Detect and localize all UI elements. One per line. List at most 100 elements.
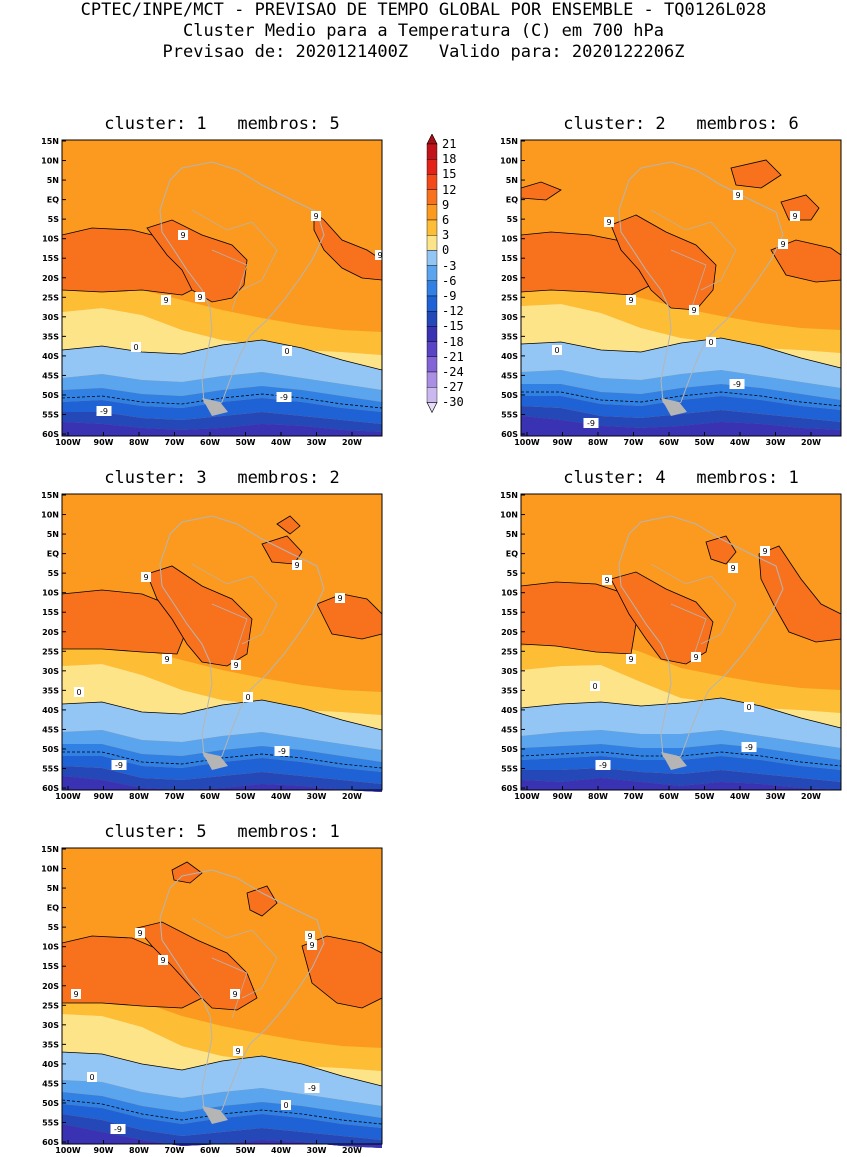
- band-3-6: [62, 641, 382, 715]
- lat-tick-label: EQ: [47, 550, 59, 559]
- band-minus15-minus12: [62, 1114, 382, 1148]
- lon-tick-label: 80W: [129, 1146, 149, 1155]
- south-america-coastline: [159, 515, 325, 765]
- contour-label: -9: [729, 379, 745, 389]
- contour-label-text: 9: [606, 218, 611, 227]
- colorbar-segment: [426, 341, 438, 358]
- contour-minus-9: [62, 751, 383, 769]
- lat-tick-label: 55S: [501, 765, 518, 774]
- contour-label: -9: [595, 760, 611, 770]
- band-minus3-0: [62, 700, 382, 750]
- contour-minus-9: [61, 393, 383, 409]
- contour-label: 9: [760, 546, 770, 556]
- contour-label: 9: [778, 239, 788, 249]
- lat-tick-label: 10N: [41, 157, 59, 166]
- contour-label: 9: [307, 940, 317, 950]
- lat-tick-label: 5N: [47, 176, 59, 185]
- contour-label: 9: [233, 1046, 243, 1056]
- lat-tick-label: 35S: [501, 686, 518, 695]
- colorbar-label: 0: [442, 243, 450, 258]
- lon-tick-label: 100W: [55, 792, 81, 801]
- band-below-minus18: [521, 778, 841, 790]
- lat-tick-label: 50S: [501, 391, 518, 400]
- lat-tick-label: 15S: [42, 608, 59, 617]
- lon-tick-label: 100W: [55, 438, 81, 447]
- lat-tick-label: 15N: [41, 491, 59, 500]
- lat-tick-label: 35S: [42, 332, 59, 341]
- contour-label: 9: [335, 593, 345, 603]
- lat-tick-label: 20S: [42, 628, 59, 637]
- lon-tick-label: 20W: [342, 438, 362, 447]
- lon-tick-label: 80W: [588, 438, 608, 447]
- cluster-2-map: 9 9 9 9 9 9 0 0 -9 -9 15N 10N 5N EQ 5S 10S 15S 20S 25S 30S 3…: [500, 137, 842, 447]
- band-below-minus18: [62, 776, 382, 792]
- lat-tick-label: 15S: [501, 254, 518, 263]
- lon-tick-label: 30W: [766, 438, 786, 447]
- colorbar-segment: [426, 386, 438, 403]
- contour-label-text: -9: [115, 761, 123, 770]
- lon-tick-label: 60W: [659, 792, 679, 801]
- contour-label-text: 9: [604, 576, 609, 585]
- lat-tick-label: 5S: [507, 569, 519, 578]
- lon-tick-label: 50W: [695, 792, 715, 801]
- lat-tick-label: 40S: [501, 352, 518, 361]
- contour-minus-9: [521, 391, 842, 407]
- lat-tick-label: 35S: [42, 1040, 59, 1049]
- contour-0: [61, 1051, 383, 1087]
- lat-tick-label: 10S: [42, 235, 59, 244]
- lat-tick-label: 15N: [41, 137, 59, 146]
- lat-tick-label: 45S: [42, 371, 59, 380]
- lat-tick-label: 40S: [42, 1060, 59, 1069]
- colorbar-segment: [426, 234, 438, 251]
- falkland-islands: [212, 759, 220, 762]
- lat-tick-label: 60S: [42, 430, 59, 439]
- contour-label-text: 9: [762, 547, 767, 556]
- colorbar-label: 15: [442, 167, 457, 182]
- lat-tick-label: 25S: [501, 647, 518, 656]
- band-minus3-0: [62, 340, 382, 390]
- contour-label-text: 9: [143, 573, 148, 582]
- band-3-6: [521, 281, 841, 353]
- lat-tick-label: 25S: [42, 1001, 59, 1010]
- band-minus12-minus9: [62, 1104, 382, 1140]
- band-minus9-minus6: [521, 744, 841, 770]
- colorbar-label: 12: [442, 182, 457, 197]
- contour-label-text: 9: [180, 231, 185, 240]
- lat-tick-label: 30S: [501, 667, 518, 676]
- contour-label: -9: [741, 742, 757, 752]
- lon-tick-label: 70W: [624, 792, 644, 801]
- lon-tick-label: 60W: [659, 438, 679, 447]
- lon-tick-label: 90W: [94, 1146, 114, 1155]
- contour-label-text: -9: [114, 1125, 122, 1134]
- lon-tick-label: 50W: [236, 792, 256, 801]
- lat-tick-label: 25S: [42, 293, 59, 302]
- lat-tick-label: 20S: [501, 274, 518, 283]
- warm-region-above-9: [730, 159, 782, 189]
- colorbar-label: -9: [442, 289, 457, 303]
- band-0-3: [521, 665, 841, 728]
- lon-tick-label: 30W: [307, 1146, 327, 1155]
- header-line-1: CPTEC/INPE/MCT - PREVISAO DE TEMPO GLOBA…: [80, 0, 767, 20]
- colorbar-label: -12: [442, 304, 464, 319]
- contour-label: -9: [111, 760, 127, 770]
- map-frame: [520, 139, 842, 437]
- warm-region-above-9: [276, 515, 301, 535]
- lat-tick-label: 55S: [42, 1119, 59, 1128]
- lat-tick-label: 20S: [42, 274, 59, 283]
- lat-tick-label: 15S: [42, 254, 59, 263]
- contour-label-text: -9: [308, 1084, 316, 1093]
- colorbar-segment: [426, 402, 438, 414]
- lat-tick-label: 10S: [42, 589, 59, 598]
- contour-label-text: 9: [313, 212, 318, 221]
- contour-label: 9: [161, 295, 171, 305]
- contour-label-text: 9: [780, 240, 785, 249]
- contour-label-text: 9: [164, 655, 169, 664]
- lat-tick-label: 30S: [42, 667, 59, 676]
- lat-tick-label: 60S: [42, 1138, 59, 1147]
- lat-tick-label: 45S: [42, 725, 59, 734]
- lon-tick-label: 70W: [165, 438, 185, 447]
- contour-label: 0: [281, 1100, 291, 1110]
- contour-label: 9: [626, 654, 636, 664]
- lat-tick-label: 60S: [42, 784, 59, 793]
- cluster-5-title: cluster: 5 membros: 1: [104, 822, 340, 842]
